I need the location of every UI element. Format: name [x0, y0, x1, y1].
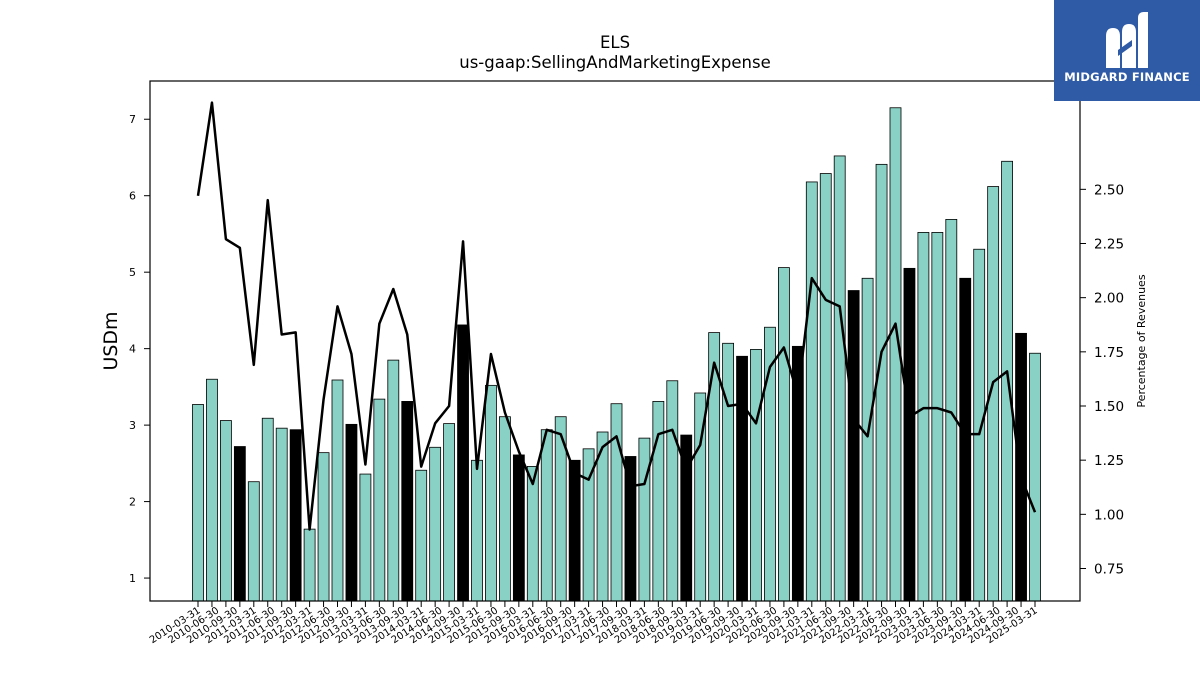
- bar: [959, 277, 972, 602]
- bar: [833, 155, 846, 602]
- bar: [736, 355, 748, 602]
- y2-tick-label: 2.00: [1094, 291, 1124, 307]
- bar: [903, 267, 916, 602]
- y-tick-label: 6: [129, 190, 136, 203]
- bar: [638, 437, 651, 602]
- plot-frame: [149, 80, 1081, 602]
- y-axis-right: 0.75 1.00 1.25 1.50 1.75 2.00 2.25 2.50: [1080, 182, 1124, 578]
- bar: [610, 403, 623, 602]
- bar: [526, 466, 539, 602]
- bar: [429, 446, 442, 602]
- bar: [247, 481, 260, 602]
- bar: [568, 459, 581, 602]
- bar: [317, 452, 330, 602]
- bar: [192, 404, 204, 602]
- bar: [931, 232, 944, 602]
- line-series: [196, 101, 1037, 531]
- y2-axis-label: Percentage of Revenues: [1135, 274, 1148, 407]
- bar: [373, 398, 386, 602]
- bar: [443, 423, 456, 602]
- logo-mark-icon: [1106, 12, 1148, 68]
- bar: [540, 429, 553, 602]
- y-axis-left: 1 2 3 4 5 6 7: [129, 113, 150, 585]
- bar: [206, 378, 218, 602]
- bar: [345, 423, 358, 602]
- y2-tick-label: 1.50: [1094, 399, 1124, 415]
- bar: [861, 277, 874, 602]
- bar: [233, 446, 246, 602]
- bar: [819, 173, 832, 602]
- brand-logo: MIDGARD FINANCE: [1054, 0, 1200, 101]
- y-tick-label: 3: [129, 419, 136, 432]
- bar: [1015, 332, 1027, 602]
- bar: [331, 379, 344, 602]
- bar: [973, 248, 986, 602]
- bar: [666, 380, 679, 602]
- y-tick-label: 5: [129, 266, 136, 279]
- line-path: [196, 101, 1037, 531]
- y2-tick-label: 1.75: [1094, 345, 1124, 361]
- y-tick-label: 1: [129, 572, 136, 585]
- y-axis-label: USDm: [100, 311, 122, 370]
- y2-tick-label: 1.25: [1094, 453, 1124, 469]
- bar: [624, 456, 637, 602]
- bars: [192, 107, 1041, 602]
- bar: [485, 384, 497, 602]
- bar: [401, 401, 414, 602]
- bar: [471, 459, 483, 602]
- bar: [219, 420, 232, 602]
- y2-tick-label: 0.75: [1094, 562, 1124, 578]
- bar: [498, 416, 511, 602]
- bar: [512, 454, 525, 602]
- bar: [303, 528, 316, 602]
- bar: [457, 324, 469, 602]
- bar: [261, 417, 274, 602]
- bar: [289, 429, 302, 602]
- bar: [1029, 352, 1041, 602]
- y2-tick-label: 2.25: [1094, 237, 1124, 253]
- y-tick-label: 4: [129, 343, 136, 356]
- bar: [275, 427, 288, 602]
- bar: [722, 342, 734, 602]
- bar: [917, 232, 930, 602]
- bar: [847, 290, 860, 602]
- bar: [750, 349, 762, 602]
- bar: [805, 181, 818, 602]
- chart-subtitle: us-gaap:SellingAndMarketingExpense: [459, 53, 771, 72]
- bar: [387, 359, 400, 602]
- bar: [359, 473, 372, 602]
- y-tick-label: 2: [129, 496, 136, 509]
- bar: [415, 469, 428, 602]
- bar: [652, 401, 665, 602]
- y2-tick-label: 1.00: [1094, 507, 1124, 523]
- x-axis: 2010-03-312010-06-302010-09-302011-03-31…: [148, 601, 1040, 646]
- logo-text: MIDGARD FINANCE: [1064, 70, 1190, 84]
- y-tick-label: 7: [129, 113, 136, 126]
- y2-tick-label: 2.50: [1094, 182, 1124, 198]
- bar: [1001, 160, 1013, 602]
- bar: [778, 267, 790, 602]
- chart-title: ELS: [600, 33, 630, 52]
